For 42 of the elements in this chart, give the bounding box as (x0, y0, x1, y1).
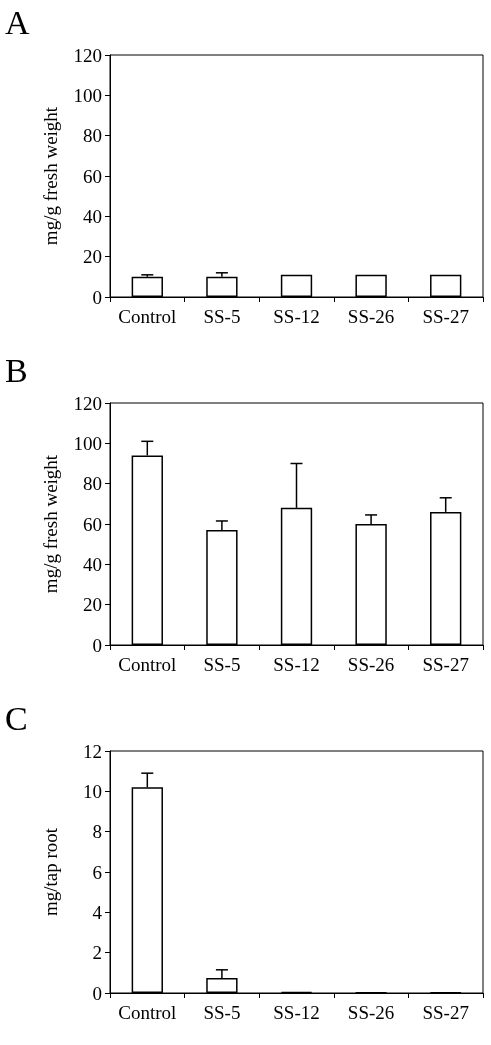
x-tick-label: SS-12 (273, 654, 320, 675)
y-axis-title: mg/tap root (40, 827, 61, 917)
x-tick-label: SS-12 (273, 306, 320, 327)
y-tick-label: 80 (83, 125, 102, 147)
y-tick-label: 10 (83, 780, 102, 802)
y-tick-label: 2 (92, 942, 102, 964)
y-tick-label: 80 (83, 473, 102, 495)
y-tick-label: 0 (92, 286, 102, 308)
y-tick-label: 0 (92, 982, 102, 1004)
chart-title: C (5, 699, 28, 737)
y-tick-label: 120 (73, 44, 102, 66)
x-tick-label: Control (118, 1002, 177, 1023)
x-tick-label: SS-12 (273, 1002, 320, 1023)
x-tick-label: SS-26 (347, 1002, 395, 1023)
y-tick-label: 20 (83, 246, 102, 268)
y-tick-label: 120 (73, 392, 102, 414)
x-tick-label: SS-5 (203, 306, 241, 327)
x-tick-label: SS-5 (203, 1002, 241, 1023)
chart-title: B (5, 351, 28, 389)
x-tick-label: Control (118, 306, 177, 327)
x-tick-label: SS-27 (422, 654, 469, 675)
y-tick-label: 20 (83, 594, 102, 616)
x-tick-label: SS-26 (347, 306, 395, 327)
y-tick-label: 100 (73, 432, 102, 454)
chart-title: A (5, 3, 30, 41)
y-tick-label: 60 (83, 165, 102, 187)
y-tick-label: 0 (92, 634, 102, 656)
x-tick-label: SS-5 (203, 654, 241, 675)
x-tick-label: Control (118, 654, 177, 675)
y-tick-label: 6 (92, 861, 102, 883)
y-tick-label: 40 (83, 553, 102, 575)
y-tick-label: 8 (92, 821, 102, 843)
x-tick-label: SS-27 (422, 306, 469, 327)
y-axis-title: mg/g fresh weight (40, 106, 61, 246)
y-tick-label: 40 (83, 205, 102, 227)
x-tick-label: SS-27 (422, 1002, 469, 1023)
x-tick-label: SS-26 (347, 654, 395, 675)
y-tick-label: 100 (73, 84, 102, 106)
y-tick-label: 12 (83, 740, 102, 762)
y-tick-label: 60 (83, 513, 102, 535)
y-axis-title: mg/g fresh weight (40, 454, 61, 594)
y-tick-label: 4 (92, 901, 103, 923)
